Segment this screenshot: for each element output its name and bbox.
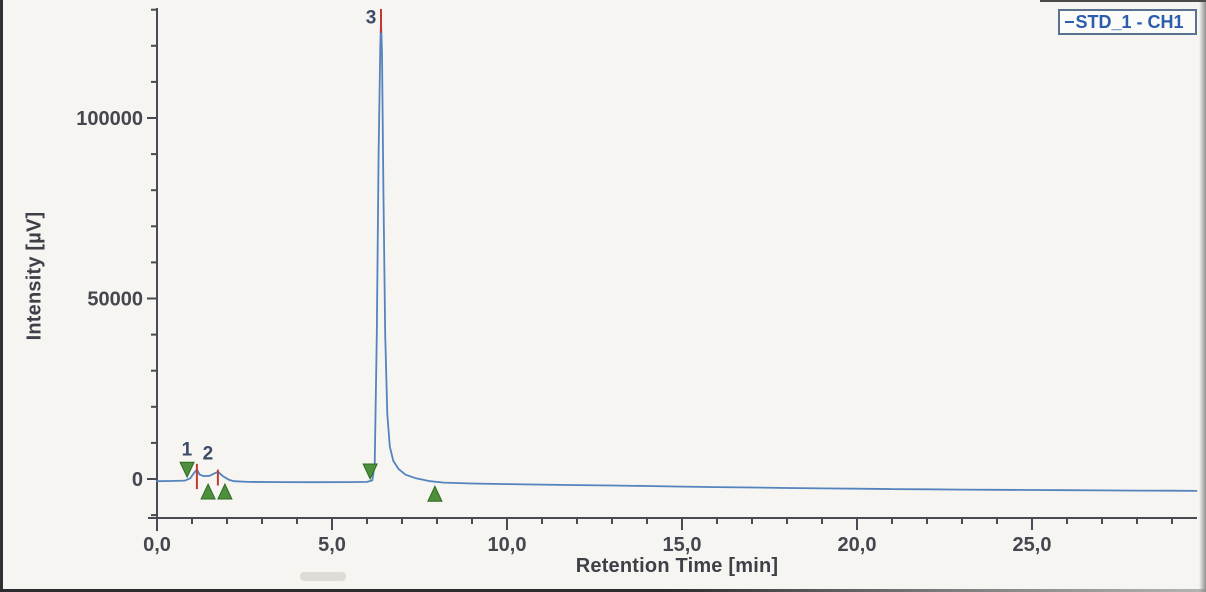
peak-number-label: 1 [182,440,193,461]
legend-box: STD_1 - CH1 [1058,9,1197,35]
x-tick-label: 25,0 [1013,534,1052,556]
peak-end-marker-icon [200,482,216,500]
scan-edge-right [1199,0,1206,592]
peak-end-marker-icon [217,482,233,500]
scan-edge-top-right [1040,0,1206,2]
scan-edge-left [0,0,3,592]
x-axis-title: Retention Time [min] [575,555,779,577]
x-tick-label: 20,0 [838,534,877,556]
y-tick-label: 50000 [87,289,143,311]
scan-smudge [300,572,346,581]
peak-number-label: 2 [203,444,214,465]
x-tick-label: 15,0 [663,534,702,556]
y-tick-label: 100000 [76,108,143,130]
legend-line-sample-icon [1065,21,1075,23]
y-tick-label: 0 [132,469,143,491]
chromatogram-trace [156,19,1198,492]
peak-number-label: 3 [366,8,377,29]
scan-edge-bottom [0,589,1206,592]
x-tick-label: 5,0 [318,534,346,556]
x-tick-label: 10,0 [488,534,527,556]
peak-start-marker-icon [362,463,378,481]
x-tick-label: 0,0 [143,534,171,556]
legend-label: STD_1 - CH1 [1075,11,1184,32]
peak-start-marker-icon [179,461,195,479]
peak-end-marker-icon [427,485,443,502]
y-axis-title: Intensity [µV] [23,211,46,341]
